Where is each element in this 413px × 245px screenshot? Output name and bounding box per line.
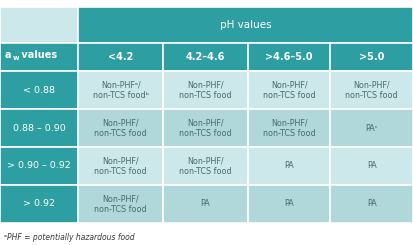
Text: PA: PA: [284, 161, 294, 171]
Text: values: values: [18, 50, 57, 61]
Text: PA: PA: [201, 199, 210, 208]
Text: Non-PHF/
non-TCS food: Non-PHF/ non-TCS food: [179, 156, 232, 176]
Text: Non-PHF/
non-TCS food: Non-PHF/ non-TCS food: [263, 80, 316, 100]
Text: PA: PA: [367, 199, 377, 208]
Bar: [330, 147, 413, 185]
Bar: [0, 109, 78, 147]
Text: <4.2: <4.2: [108, 52, 133, 62]
Bar: [163, 185, 248, 223]
Text: Non-PHF/
non-TCS food: Non-PHF/ non-TCS food: [95, 118, 147, 138]
Text: PAᶜ: PAᶜ: [366, 123, 378, 133]
Bar: [78, 185, 163, 223]
Bar: [330, 43, 413, 71]
Text: a: a: [5, 50, 12, 61]
Text: Non-PHF/
non-TCS food: Non-PHF/ non-TCS food: [263, 118, 316, 138]
Text: > 0.92: > 0.92: [23, 199, 55, 208]
Bar: [78, 109, 163, 147]
Bar: [330, 71, 413, 109]
Bar: [248, 109, 330, 147]
Bar: [78, 147, 163, 185]
Text: < 0.88: < 0.88: [23, 86, 55, 95]
Text: >5.0: >5.0: [359, 52, 385, 62]
Text: ᵃPHF = potentially hazardous food: ᵃPHF = potentially hazardous food: [4, 233, 135, 242]
Text: PA: PA: [284, 199, 294, 208]
Text: Non-PHF/
non-TCS food: Non-PHF/ non-TCS food: [179, 80, 232, 100]
Bar: [248, 147, 330, 185]
Bar: [0, 7, 78, 43]
Bar: [0, 71, 78, 109]
Text: 4.2–4.6: 4.2–4.6: [186, 52, 225, 62]
Bar: [78, 71, 163, 109]
Text: pH values: pH values: [220, 20, 272, 30]
Bar: [163, 71, 248, 109]
Bar: [248, 43, 330, 71]
Bar: [163, 109, 248, 147]
Text: > 0.90 – 0.92: > 0.90 – 0.92: [7, 161, 71, 171]
Bar: [330, 185, 413, 223]
Text: PA: PA: [367, 161, 377, 171]
Bar: [0, 43, 78, 71]
Bar: [78, 7, 413, 43]
Bar: [330, 109, 413, 147]
Text: >4.6–5.0: >4.6–5.0: [265, 52, 313, 62]
Text: Non-PHF/
non-TCS food: Non-PHF/ non-TCS food: [179, 118, 232, 138]
Text: Non-PHF/
non-TCS food: Non-PHF/ non-TCS food: [95, 156, 147, 176]
Text: Non-PHF/
non-TCS food: Non-PHF/ non-TCS food: [95, 194, 147, 214]
Bar: [248, 71, 330, 109]
Bar: [0, 147, 78, 185]
Text: Non-PHF/
non-TCS food: Non-PHF/ non-TCS food: [345, 80, 398, 100]
Bar: [163, 147, 248, 185]
Bar: [0, 185, 78, 223]
Text: 0.88 – 0.90: 0.88 – 0.90: [13, 123, 66, 133]
Text: Non-PHFᵃ/
non-TCS foodᵇ: Non-PHFᵃ/ non-TCS foodᵇ: [93, 80, 149, 100]
Bar: [248, 185, 330, 223]
Bar: [0, 7, 413, 223]
Text: w: w: [12, 55, 19, 61]
Bar: [78, 43, 163, 71]
Bar: [163, 43, 248, 71]
